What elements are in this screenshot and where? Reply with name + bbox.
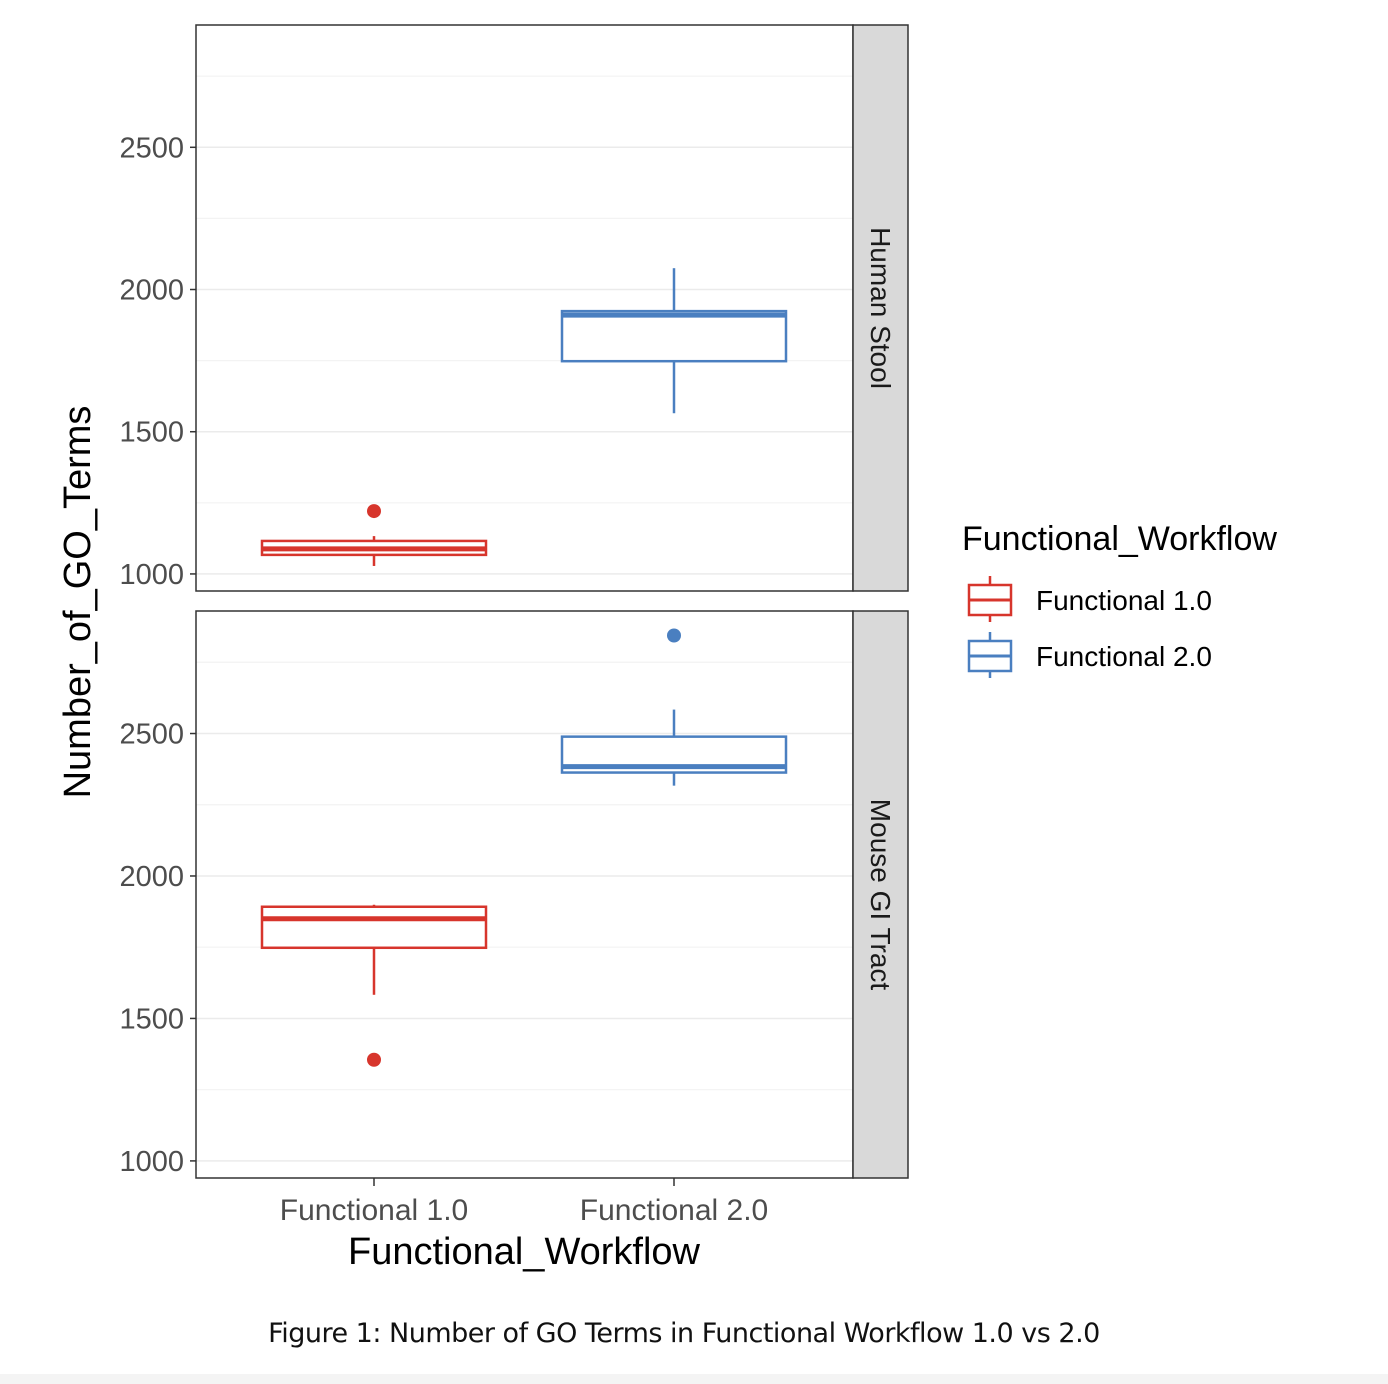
y-tick-label: 2500: [119, 719, 184, 751]
legend-title: Functional_Workflow: [962, 520, 1277, 558]
outlier-point: [367, 1052, 381, 1067]
x-tick-label: Functional 1.0: [280, 1194, 468, 1227]
footer-bar: [0, 1374, 1388, 1384]
facet-strip: [852, 24, 909, 592]
x-tick-label: Functional 2.0: [580, 1194, 768, 1227]
y-tick-label: 1500: [119, 1003, 184, 1035]
box: [260, 905, 488, 950]
y-tick-label: 1000: [119, 559, 184, 591]
facet-label: Mouse GI Tract: [865, 799, 896, 991]
outlier-point: [367, 504, 381, 519]
legend-label: Functional 2.0: [1036, 641, 1212, 672]
y-axis-title: Number_of_GO_Terms: [57, 406, 99, 799]
y-tick-label: 1500: [119, 417, 184, 449]
facet-strip: [852, 610, 909, 1179]
y-tick-label: 2500: [119, 132, 184, 164]
legend-label: Functional 1.0: [1036, 585, 1212, 616]
outlier-point: [667, 628, 681, 643]
panel-background: [196, 611, 853, 1178]
y-tick-label: 1000: [119, 1146, 184, 1178]
y-tick-label: 2000: [119, 861, 184, 893]
figure-caption: Figure 1: Number of GO Terms in Function…: [268, 1318, 1100, 1349]
panel-background: [196, 25, 853, 591]
facet-label: Human Stool: [865, 227, 896, 389]
y-tick-label: 2000: [119, 275, 184, 307]
box: [560, 309, 788, 363]
x-axis-title: Functional_Workflow: [348, 1231, 701, 1273]
